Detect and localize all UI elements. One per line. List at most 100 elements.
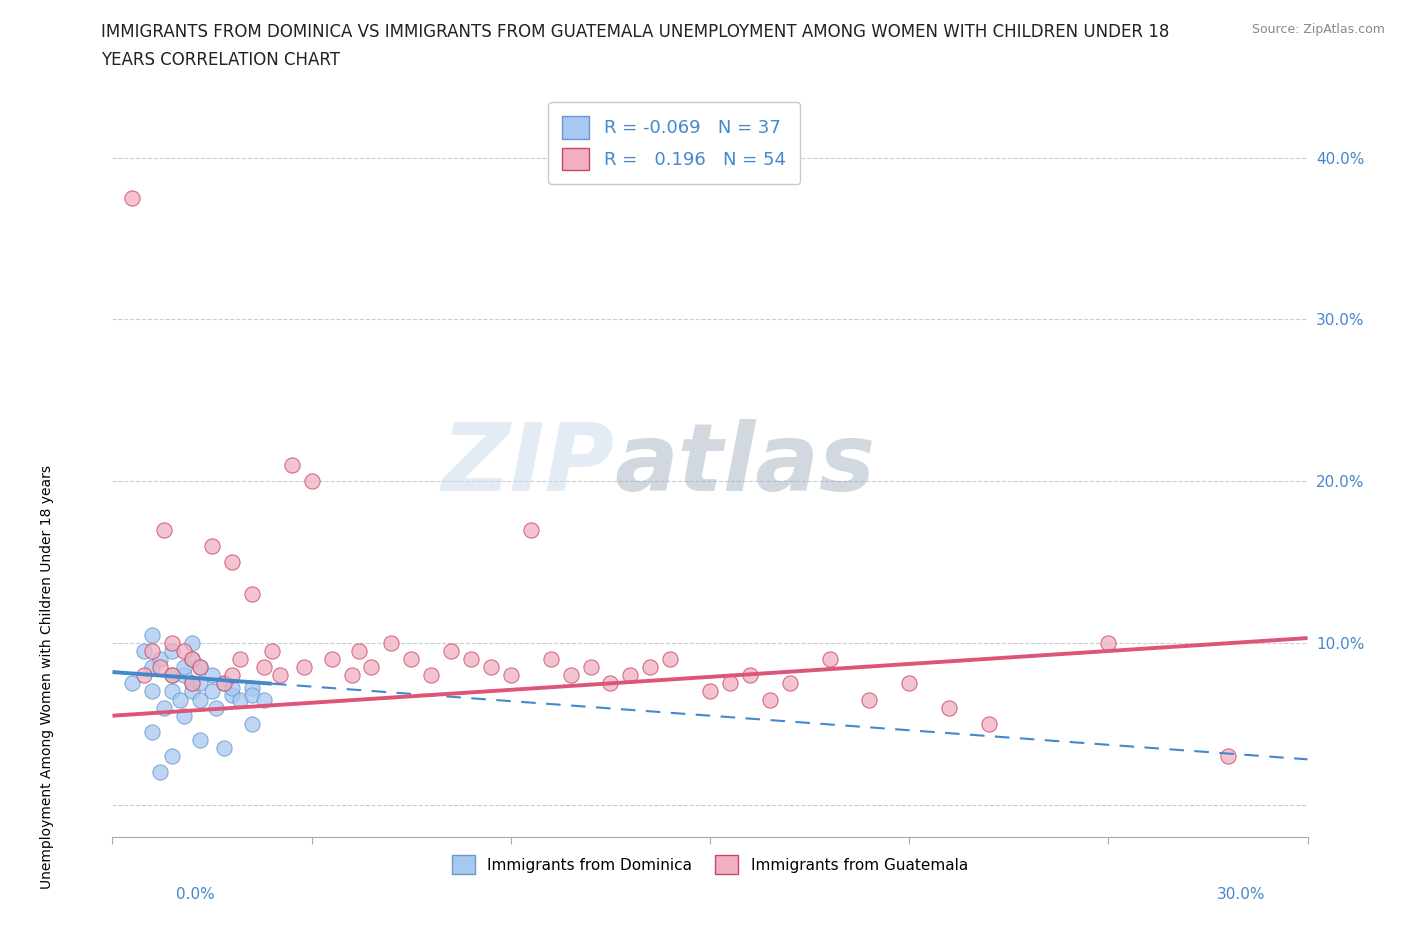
Point <box>1216 749 1239 764</box>
Point <box>181 676 204 691</box>
Text: IMMIGRANTS FROM DOMINICA VS IMMIGRANTS FROM GUATEMALA UNEMPLOYMENT AMONG WOMEN W: IMMIGRANTS FROM DOMINICA VS IMMIGRANTS F… <box>101 23 1170 41</box>
Point <box>212 740 235 755</box>
Point <box>229 652 252 667</box>
Point <box>540 652 562 667</box>
Point <box>349 644 371 658</box>
Point <box>759 692 782 707</box>
Point <box>212 676 235 691</box>
Point <box>240 716 263 731</box>
Point <box>181 684 204 698</box>
Point <box>121 676 143 691</box>
Point <box>212 676 235 691</box>
Point <box>188 676 211 691</box>
Point <box>619 668 641 683</box>
Point <box>141 628 163 643</box>
Point <box>301 473 323 488</box>
Point <box>141 684 163 698</box>
Point <box>162 668 183 683</box>
Point <box>738 668 761 683</box>
Point <box>141 724 163 739</box>
Text: atlas: atlas <box>614 419 876 511</box>
Point <box>659 652 682 667</box>
Point <box>141 659 163 674</box>
Point <box>153 700 176 715</box>
Text: Source: ZipAtlas.com: Source: ZipAtlas.com <box>1251 23 1385 36</box>
Point <box>460 652 482 667</box>
Text: Unemployment Among Women with Children Under 18 years: Unemployment Among Women with Children U… <box>39 465 53 889</box>
Point <box>173 659 195 674</box>
Point <box>162 684 183 698</box>
Point <box>977 716 1000 731</box>
Point <box>229 692 252 707</box>
Point <box>173 644 195 658</box>
Point <box>520 523 543 538</box>
Point <box>181 652 204 667</box>
Point <box>499 668 522 683</box>
Point <box>201 684 224 698</box>
Point <box>173 709 195 724</box>
Point <box>181 676 204 691</box>
Point <box>153 523 176 538</box>
Point <box>188 733 211 748</box>
Legend: Immigrants from Dominica, Immigrants from Guatemala: Immigrants from Dominica, Immigrants fro… <box>444 847 976 882</box>
Point <box>240 687 263 702</box>
Point <box>640 659 662 674</box>
Point <box>149 764 172 779</box>
Point <box>401 652 423 667</box>
Point <box>858 692 880 707</box>
Point <box>162 668 183 683</box>
Point <box>188 659 211 674</box>
Point <box>240 587 263 602</box>
Point <box>281 458 304 472</box>
Point <box>162 635 183 650</box>
Point <box>188 692 211 707</box>
Point <box>818 652 841 667</box>
Text: ZIP: ZIP <box>441 419 614 511</box>
Point <box>221 668 243 683</box>
Text: 30.0%: 30.0% <box>1218 887 1265 902</box>
Point <box>292 659 315 674</box>
Point <box>149 652 172 667</box>
Point <box>360 659 382 674</box>
Point <box>269 668 291 683</box>
Point <box>181 652 204 667</box>
Point <box>162 644 183 658</box>
Point <box>201 668 224 683</box>
Point <box>1097 635 1119 650</box>
Point <box>240 681 263 696</box>
Point <box>121 191 143 206</box>
Point <box>181 635 204 650</box>
Point <box>201 538 224 553</box>
Point <box>188 659 211 674</box>
Text: 0.0%: 0.0% <box>176 887 215 902</box>
Point <box>205 700 228 715</box>
Point <box>420 668 443 683</box>
Point <box>560 668 582 683</box>
Text: YEARS CORRELATION CHART: YEARS CORRELATION CHART <box>101 51 340 69</box>
Point <box>479 659 502 674</box>
Point <box>141 644 163 658</box>
Point <box>169 692 191 707</box>
Point <box>134 668 156 683</box>
Point <box>162 749 183 764</box>
Point <box>221 681 243 696</box>
Point <box>253 659 276 674</box>
Point <box>134 644 156 658</box>
Point <box>253 692 276 707</box>
Point <box>599 676 621 691</box>
Point <box>260 644 283 658</box>
Point <box>579 659 602 674</box>
Point <box>340 668 363 683</box>
Point <box>898 676 921 691</box>
Point <box>321 652 343 667</box>
Point <box>938 700 960 715</box>
Point <box>221 687 243 702</box>
Point <box>221 554 243 569</box>
Point <box>699 684 721 698</box>
Point <box>440 644 463 658</box>
Point <box>149 659 172 674</box>
Point <box>779 676 801 691</box>
Point <box>173 668 195 683</box>
Point <box>718 676 741 691</box>
Point <box>380 635 402 650</box>
